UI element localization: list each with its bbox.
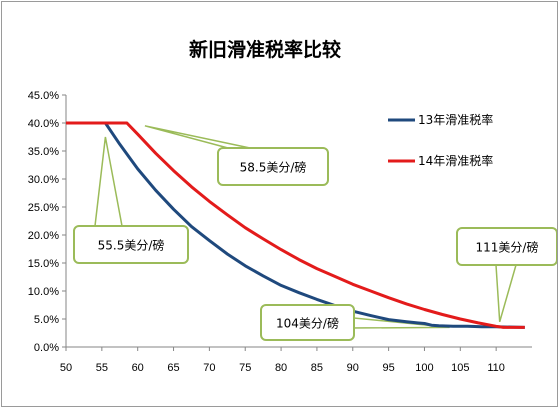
callout-box	[217, 147, 329, 186]
callout-leader	[144, 125, 251, 149]
x-tick-label: 65	[167, 362, 179, 374]
y-tick-label: 25.0%	[28, 202, 59, 214]
callout-box	[456, 227, 557, 266]
x-tick-label: 90	[347, 362, 359, 374]
x-tick-label: 105	[451, 362, 469, 374]
x-tick-label: 50	[60, 362, 72, 374]
callout: 111美分/磅	[456, 227, 557, 266]
x-tick-label: 80	[275, 362, 287, 374]
y-tick-label: 40.0%	[28, 118, 59, 130]
callout-label: 55.5美分/磅	[98, 238, 165, 253]
x-tick-label: 55	[96, 362, 108, 374]
series-layer	[66, 121, 525, 329]
series-line-14	[66, 121, 525, 329]
x-tick-label: 85	[311, 362, 323, 374]
series-line-13	[66, 121, 525, 329]
chart-title: 新旧滑准税率比较	[189, 38, 341, 61]
x-tick-label: 60	[132, 362, 144, 374]
callout: 58.5美分/磅	[217, 147, 329, 186]
y-tick-label: 15.0%	[28, 258, 59, 270]
callout-label: 58.5美分/磅	[240, 160, 307, 175]
x-tick-label: 110	[487, 362, 505, 374]
x-axis-ticks: 50 55 60 65 70 75 80 85 90 95 100 105 110	[60, 347, 505, 374]
callout: 104美分/磅	[260, 304, 355, 341]
y-tick-label: 45.0%	[28, 90, 59, 102]
y-tick-label: 10.0%	[28, 286, 59, 298]
x-tick-label: 95	[382, 362, 394, 374]
y-tick-label: 0.0%	[34, 342, 59, 354]
callout-leader	[495, 264, 517, 323]
legend-label-14: 14年滑准税率	[418, 153, 493, 168]
callout: 55.5美分/磅	[73, 225, 189, 264]
y-tick-label: 20.0%	[28, 230, 59, 242]
x-tick-label: 70	[203, 362, 215, 374]
callout-box	[260, 304, 355, 341]
legend: 13年滑准税率 14年滑准税率	[388, 112, 493, 168]
callout-label: 104美分/磅	[276, 316, 339, 331]
axes	[65, 95, 532, 348]
y-axis-ticks: 0.0% 5.0% 10.0% 15.0% 20.0% 25.0% 30.0% 35.0% 40…	[28, 90, 66, 354]
callout-label: 111美分/磅	[476, 240, 539, 255]
callout-leader	[94, 136, 123, 227]
x-tick-label: 75	[239, 362, 251, 374]
callout-box	[73, 225, 189, 264]
y-tick-label: 30.0%	[28, 174, 59, 186]
legend-label-13: 13年滑准税率	[418, 112, 493, 127]
callouts: 58.5美分/磅 55.5美分/磅 104美分/磅 111美分/磅	[73, 147, 557, 341]
x-tick-label: 100	[415, 362, 433, 374]
y-tick-label: 5.0%	[34, 314, 59, 326]
y-tick-label: 35.0%	[28, 146, 59, 158]
